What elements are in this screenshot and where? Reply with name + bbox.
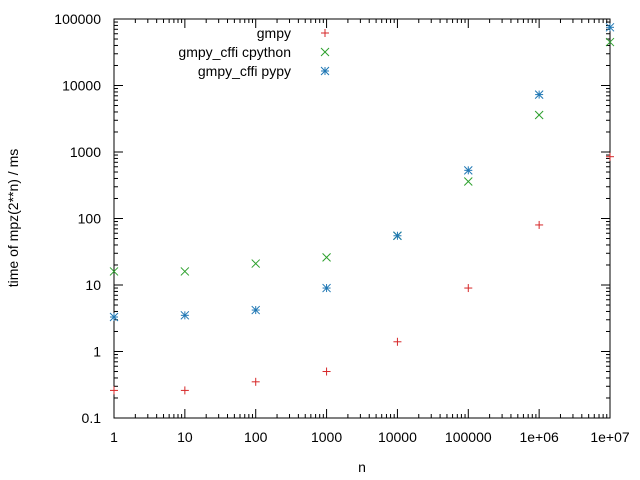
data-point: [606, 152, 614, 161]
data-point: [251, 259, 261, 268]
data-point: [109, 312, 119, 322]
series-1: [109, 37, 615, 276]
data-point: [535, 220, 544, 229]
marker-stroke: [322, 283, 331, 293]
y-tick-label: 1: [93, 344, 101, 360]
marker-stroke: [251, 305, 261, 315]
marker-stroke: [605, 37, 615, 47]
series-2: [109, 22, 615, 322]
legend-marker: [321, 29, 329, 37]
data-point: [464, 284, 473, 293]
data-point: [534, 90, 544, 99]
y-tick-label: 100000: [54, 11, 101, 27]
data-point: [393, 337, 402, 346]
marker-stroke: [109, 267, 119, 276]
legend: gmpy gmpy_cffi cpython gmpy_cffi pypy: [178, 25, 330, 79]
marker-stroke: [463, 177, 473, 186]
data-point: [251, 305, 261, 315]
data-point: [180, 310, 190, 320]
data-point: [109, 267, 119, 276]
x-tick-label: 1000: [311, 429, 342, 445]
series-0: [110, 152, 614, 395]
data-point: [180, 267, 190, 276]
data-point: [110, 386, 118, 395]
legend-label: gmpy: [257, 25, 291, 41]
marker-stroke: [320, 66, 330, 76]
marker-stroke: [534, 110, 544, 120]
x-tick-label: 100: [244, 429, 268, 445]
legend-label: gmpy_cffi pypy: [198, 63, 291, 79]
marker-stroke: [534, 90, 544, 99]
marker-stroke: [322, 253, 331, 262]
data-point: [463, 165, 473, 175]
x-tick-label: 1: [110, 429, 118, 445]
y-tick-label: 1000: [70, 144, 101, 160]
marker-stroke: [463, 165, 473, 175]
y-tick-label: 10: [85, 277, 101, 293]
data-point: [322, 253, 331, 262]
marker-stroke: [180, 310, 190, 320]
marker-stroke: [605, 22, 615, 32]
data-point: [605, 37, 615, 47]
plot-frame: [113, 18, 611, 419]
data-point: [463, 177, 473, 186]
marker-stroke: [251, 259, 261, 268]
y-tick-label: 0.1: [82, 410, 102, 426]
ticks-layer: 1 10 100 1000 10000 100000 1e+06 1e+07 0.1 1 10 100…: [54, 11, 630, 445]
data-point: [251, 377, 260, 386]
marks-layer: [109, 22, 615, 395]
data-point: [534, 110, 544, 120]
y-tick-label: 10000: [62, 78, 101, 94]
marker-stroke: [109, 312, 119, 322]
legend-label: gmpy_cffi cpython: [178, 44, 291, 60]
x-tick-label: 1e+07: [590, 429, 630, 445]
x-tick-label: 100000: [445, 429, 492, 445]
y-tick-label: 100: [78, 211, 102, 227]
marker-stroke: [180, 267, 190, 276]
data-point: [322, 283, 331, 293]
x-axis-label: n: [358, 459, 366, 475]
data-point: [322, 367, 331, 376]
x-tick-label: 10: [177, 429, 193, 445]
x-tick-label: 10000: [378, 429, 417, 445]
legend-marker: [320, 66, 330, 76]
y-axis-label: time of mpz(2**n) / ms: [5, 149, 21, 287]
data-point: [605, 22, 615, 32]
legend-marker: [320, 47, 330, 57]
x-tick-label: 1e+06: [519, 429, 559, 445]
marker-stroke: [320, 47, 330, 57]
marker-stroke: [393, 231, 402, 241]
data-point: [180, 386, 189, 395]
data-point: [393, 231, 402, 241]
